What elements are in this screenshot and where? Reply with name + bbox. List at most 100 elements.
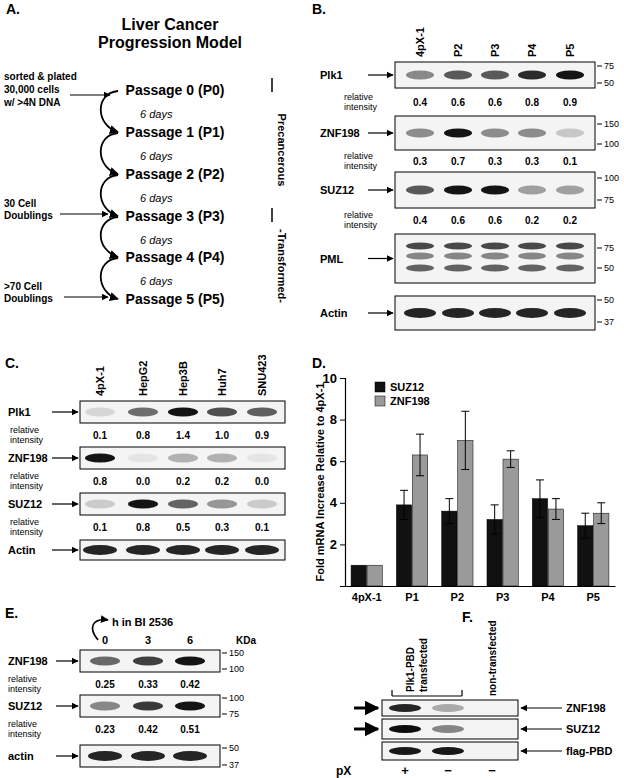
band xyxy=(175,702,205,711)
stage-dash xyxy=(271,208,273,222)
intensity-value: 0.9 xyxy=(563,97,577,108)
tick-mark xyxy=(340,378,345,379)
stage: -Transformed- xyxy=(276,229,288,303)
figure: A.Liver CancerProgression ModelPassage 0… xyxy=(0,0,624,778)
intensity-value: 0.1 xyxy=(93,430,107,441)
blot-arrow xyxy=(521,750,562,751)
blot-arrow xyxy=(368,312,393,313)
tick-label: P1 xyxy=(405,591,418,603)
blot-frame xyxy=(395,296,595,330)
panel-label: A. xyxy=(6,1,20,17)
intensity-value: 0.5 xyxy=(176,522,190,533)
error-cap xyxy=(597,502,605,503)
blot-arrow xyxy=(521,728,562,729)
blot-arrow xyxy=(52,549,78,550)
lane-label: 4pX-1 xyxy=(94,366,106,396)
blot-name: SUZ12 xyxy=(320,184,354,196)
band xyxy=(247,408,277,417)
axis-line xyxy=(340,379,346,587)
interval: 6 days xyxy=(140,192,173,204)
band-pointer xyxy=(354,728,378,731)
bar xyxy=(367,565,382,586)
interval: 6 days xyxy=(140,275,173,287)
band xyxy=(442,308,474,318)
condition-value: + xyxy=(401,763,409,778)
intensity-value: 0.4 xyxy=(413,215,427,226)
tick-label: 2 xyxy=(330,537,337,552)
panel-e: E.036ZNF198relativeintensity0.250.330.42… xyxy=(5,605,256,770)
group-bracket xyxy=(461,690,462,696)
marker-tick xyxy=(597,300,602,301)
panel-b: B.4pX-1P2P3P4P5Plk1relativeintensity0.40… xyxy=(312,1,619,330)
marker-tick xyxy=(597,66,602,67)
blot-arrow xyxy=(56,755,78,756)
band xyxy=(168,454,198,463)
panel-f: F.Plk1-PBDtransfectednon-transfectedZNF1… xyxy=(336,609,613,778)
panel-c: C.4pX-1HepG2Hep3BHuh7SNU423Plk1relativei… xyxy=(5,354,285,560)
band xyxy=(556,243,584,250)
band xyxy=(518,253,546,260)
band xyxy=(404,308,436,318)
group-label: non-transfected xyxy=(487,620,498,696)
blot-frame xyxy=(80,447,285,469)
note: Doublings xyxy=(4,293,53,304)
lane-label: SNU423 xyxy=(256,354,268,396)
intensity-value: 1.0 xyxy=(215,430,229,441)
passage-arrow xyxy=(101,217,118,257)
band xyxy=(85,454,115,463)
blot-arrow xyxy=(521,707,562,708)
band xyxy=(131,751,165,761)
blot-arrow xyxy=(52,457,78,458)
mw-marker: 75 xyxy=(229,709,239,719)
mw-marker: 37 xyxy=(229,760,239,770)
mw-marker: 150 xyxy=(604,119,619,129)
intensity-value: 0.8 xyxy=(136,522,150,533)
band xyxy=(481,253,509,260)
tick: P4 xyxy=(541,586,555,603)
blot-frame xyxy=(382,719,518,739)
intensity-value: 0.8 xyxy=(525,97,539,108)
band xyxy=(479,308,511,318)
panel-title: Liver Cancer xyxy=(122,16,219,33)
error-stem xyxy=(539,480,540,517)
note: 30,000 cells xyxy=(4,84,60,95)
blot-frame xyxy=(395,116,595,150)
band xyxy=(166,545,200,555)
band xyxy=(205,545,239,555)
blot-name: Plk1 xyxy=(320,69,343,81)
blot-name: ZNF198 xyxy=(8,452,48,464)
band xyxy=(444,253,472,260)
lane-label: 6 xyxy=(187,634,193,646)
passage-arrow xyxy=(101,258,118,299)
tick: 8 xyxy=(330,412,345,427)
note: w/ >4N DNA xyxy=(3,97,60,108)
band xyxy=(126,545,160,555)
band xyxy=(556,129,584,138)
band xyxy=(128,500,158,509)
error-cap xyxy=(400,490,408,491)
intensity-label: relative xyxy=(344,92,373,102)
marker-tick xyxy=(222,669,227,670)
blot-frame xyxy=(382,742,518,760)
intensity-value: 0.6 xyxy=(451,215,465,226)
band xyxy=(88,751,122,761)
intensity-value: 0.8 xyxy=(93,476,107,487)
error-cap xyxy=(507,450,515,451)
error-cap xyxy=(536,479,544,480)
error-cap xyxy=(416,434,424,435)
mw-marker: 100 xyxy=(604,139,619,149)
band xyxy=(518,129,546,138)
band xyxy=(406,71,434,80)
tick: P5 xyxy=(587,586,600,603)
blot-name: ZNF198 xyxy=(320,127,360,139)
error-cap xyxy=(491,504,499,505)
passage-arrow xyxy=(101,133,118,174)
blot-name: Actin xyxy=(8,544,36,556)
band xyxy=(406,243,434,250)
band xyxy=(481,186,509,195)
mw-marker: 100 xyxy=(229,664,244,674)
blot: SUZ12relativeintensity0.10.80.50.30.1 xyxy=(8,493,285,537)
band xyxy=(207,500,237,509)
intensity-value: 0.1 xyxy=(255,522,269,533)
note: sorted & plated xyxy=(4,71,77,82)
